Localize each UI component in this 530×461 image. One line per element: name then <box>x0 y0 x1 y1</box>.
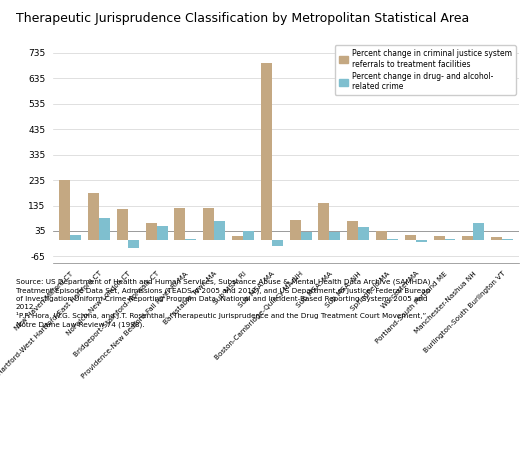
Bar <box>117 209 128 240</box>
Bar <box>416 240 427 242</box>
Bar <box>445 239 455 240</box>
Bar <box>319 203 329 240</box>
Legend: Percent change in criminal justice system
referrals to treatment facilities, Per: Percent change in criminal justice syste… <box>335 45 516 95</box>
Bar <box>434 236 445 240</box>
Bar <box>243 231 254 240</box>
Bar <box>70 235 81 240</box>
Bar <box>491 237 502 240</box>
Bar <box>358 227 369 240</box>
Bar <box>462 236 473 240</box>
Bar <box>261 63 272 240</box>
Bar <box>376 231 387 240</box>
Bar <box>204 208 214 240</box>
Bar <box>347 221 358 240</box>
Bar <box>329 232 340 240</box>
Bar <box>59 180 70 240</box>
Bar <box>387 239 398 240</box>
Bar <box>272 240 282 246</box>
Text: Therapeutic Jurisprudence Classification by Metropolitan Statistical Area: Therapeutic Jurisprudence Classification… <box>16 12 469 24</box>
Bar <box>128 240 139 248</box>
Bar <box>232 236 243 240</box>
Bar <box>301 232 312 240</box>
Bar <box>214 221 225 240</box>
Bar <box>88 193 99 240</box>
Bar <box>473 223 484 240</box>
Bar <box>99 218 110 240</box>
Bar <box>146 223 157 240</box>
Bar <box>502 239 513 240</box>
Bar <box>405 235 416 240</box>
Bar <box>290 219 301 240</box>
Bar <box>186 239 197 240</box>
Bar <box>174 208 186 240</box>
Bar <box>157 226 167 240</box>
Text: Source: US Department of Health and Human Services, Substance Abuse & Mental Hea: Source: US Department of Health and Huma… <box>16 279 430 328</box>
